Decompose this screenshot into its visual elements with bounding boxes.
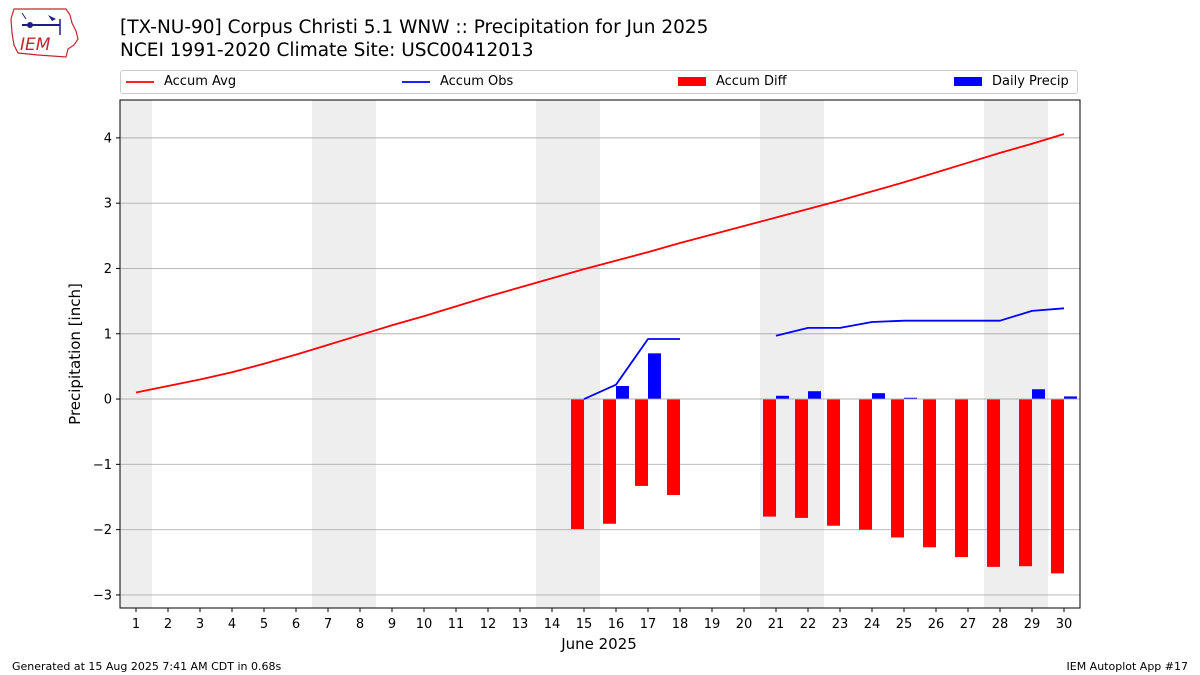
x-tick-label: 2: [164, 617, 172, 632]
x-tick-label: 9: [388, 617, 396, 632]
weekend-band: [312, 100, 344, 608]
y-tick-label: −2: [93, 523, 112, 538]
accum-avg-line: [135, 133, 1065, 394]
y-axis-label: Precipitation [inch]: [66, 283, 84, 425]
accum-diff-bar: [1019, 399, 1032, 567]
accum-diff-bar: [955, 399, 968, 558]
daily-precip-bar: [616, 385, 629, 400]
accum-diff-bar: [1051, 399, 1064, 574]
accum-diff-bar: [891, 399, 904, 538]
weekend-band: [120, 100, 152, 608]
x-tick-label: 26: [928, 617, 945, 632]
y-tick-label: −1: [93, 458, 112, 473]
legend: Accum Avg Accum Obs Accum Diff Daily Pre…: [120, 70, 1078, 94]
accum-diff-bar: [827, 399, 840, 526]
y-tick-label: 1: [104, 327, 112, 342]
daily-precip-bar: [776, 395, 789, 400]
x-tick-label: 29: [1024, 617, 1041, 632]
x-tick-label: 22: [800, 617, 817, 632]
logo-text: IEM: [20, 35, 51, 55]
weekend-band: [984, 100, 1016, 608]
x-tick-label: 3: [196, 617, 204, 632]
accum-diff-bar: [603, 399, 616, 524]
x-tick-label: 16: [608, 617, 625, 632]
lines: [135, 133, 1065, 400]
x-tick-label: 24: [864, 617, 881, 632]
accum-diff-bar: [763, 399, 776, 517]
accum-obs-line: [775, 307, 1065, 337]
y-tick-label: 2: [104, 262, 112, 277]
x-tick-label: 10: [416, 617, 433, 632]
chart-title: [TX-NU-90] Corpus Christi 5.1 WNW :: Pre…: [120, 17, 709, 38]
legend-label: Accum Obs: [440, 74, 514, 89]
weekend-band: [1016, 100, 1048, 608]
x-tick-label: 5: [260, 617, 268, 632]
accum-diff-bar: [667, 399, 680, 496]
x-tick-label: 12: [480, 617, 497, 632]
weekend-band: [536, 100, 568, 608]
weekend-band: [760, 100, 792, 608]
accum-diff-bar: [859, 399, 872, 530]
y-tick-label: −3: [93, 588, 112, 603]
x-tick-label: 27: [960, 617, 977, 632]
weekend-band: [792, 100, 824, 608]
x-tick-label: 19: [704, 617, 721, 632]
daily-precip-bar: [808, 391, 821, 400]
accum-diff-bar: [795, 399, 808, 518]
legend-label: Daily Precip: [992, 74, 1069, 89]
daily-precip-bar: [648, 353, 661, 400]
daily-precip-bar: [904, 397, 917, 400]
accum-diff-bar: [923, 399, 936, 548]
x-tick-label: 4: [228, 617, 236, 632]
legend-label: Accum Diff: [716, 74, 787, 89]
iem-logo: IEM: [10, 8, 79, 58]
x-tick-label: 25: [896, 617, 913, 632]
y-tick-label: 0: [104, 393, 112, 408]
accum-diff-bar: [635, 399, 648, 486]
x-tick-label: 23: [832, 617, 849, 632]
x-tick-label: 18: [672, 617, 689, 632]
generated-timestamp: Generated at 15 Aug 2025 7:41 AM CDT in …: [12, 660, 282, 673]
weekend-shading: [120, 100, 1048, 608]
x-tick-label: 6: [292, 617, 300, 632]
accum-diff-bar: [987, 399, 1000, 567]
legend-label: Accum Avg: [164, 74, 237, 89]
daily-precip-bar: [1032, 389, 1045, 400]
x-tick-label: 13: [512, 617, 529, 632]
x-tick-label: 8: [356, 617, 364, 632]
x-tick-label: 28: [992, 617, 1009, 632]
plot-frame: [119, 99, 1081, 609]
bars: [120, 353, 1080, 574]
weekend-band: [568, 100, 600, 608]
daily-precip-bar: [1064, 396, 1077, 400]
y-tick-label: 3: [104, 197, 112, 212]
x-tick-label: 11: [448, 617, 465, 632]
weekend-band: [344, 100, 376, 608]
x-tick-label: 30: [1056, 617, 1073, 632]
x-axis-label: June 2025: [560, 635, 637, 653]
x-tick-label: 15: [576, 617, 593, 632]
app-label: IEM Autoplot App #17: [1066, 660, 1189, 673]
accum-diff-bar: [571, 399, 584, 529]
chart-subtitle: NCEI 1991-2020 Climate Site: USC00412013: [120, 40, 534, 61]
x-tick-label: 20: [736, 617, 753, 632]
x-tick-label: 7: [324, 617, 332, 632]
x-tick-label: 17: [640, 617, 657, 632]
x-tick-label: 21: [768, 617, 785, 632]
y-gridlines: [120, 137, 1080, 596]
x-tick-label: 1: [132, 617, 140, 632]
daily-precip-bar: [872, 393, 885, 400]
accum-obs-line: [583, 338, 680, 400]
x-tick-label: 14: [544, 617, 561, 632]
y-tick-label: 4: [104, 131, 112, 146]
